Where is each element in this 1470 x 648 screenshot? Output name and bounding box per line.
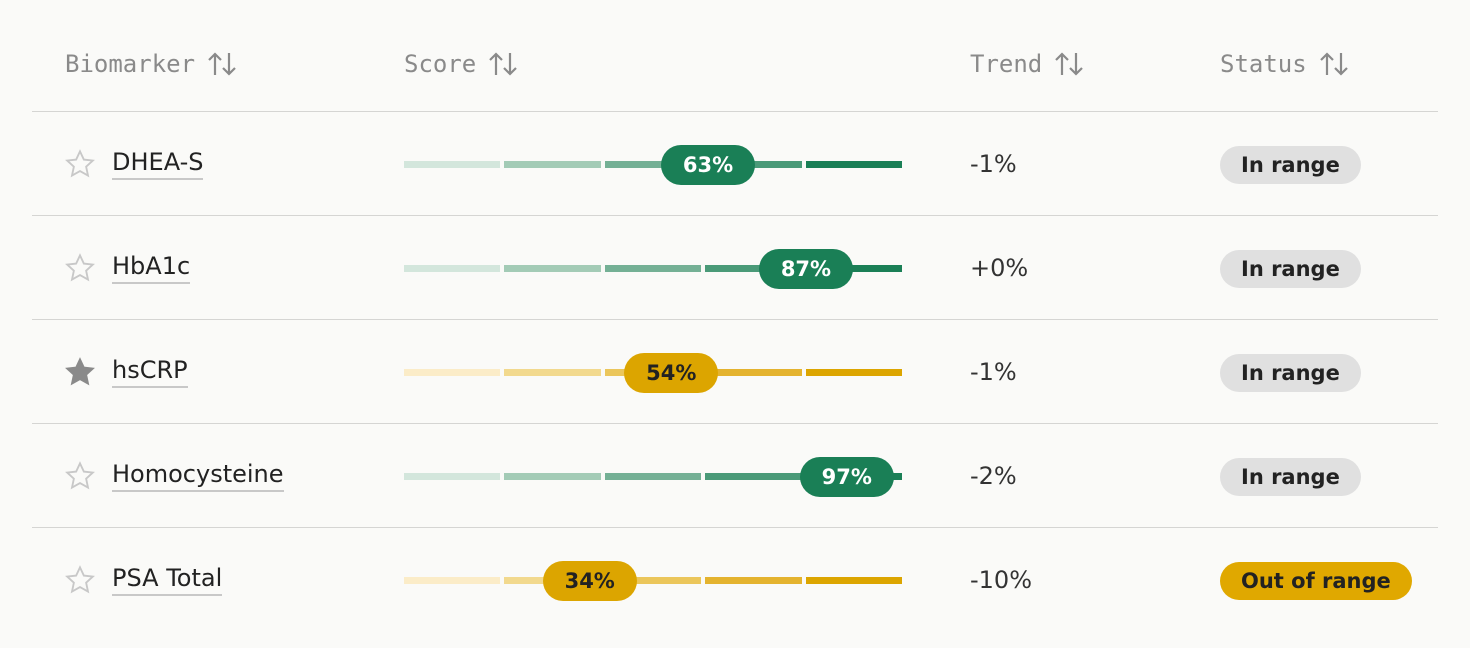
biomarker-name[interactable]: hsCRP: [112, 356, 188, 388]
score-pill: 34%: [542, 561, 637, 601]
trend-value: -1%: [970, 358, 1017, 386]
status-badge: Out of range: [1220, 562, 1412, 600]
header-text: Trend: [970, 50, 1043, 78]
score-bar-segment: [404, 473, 501, 480]
score-bar-segment: [705, 473, 802, 480]
score-bar-segment: [705, 265, 802, 272]
biomarker-name[interactable]: HbA1c: [112, 252, 191, 284]
score-pill: 63%: [661, 145, 756, 185]
status-badge: In range: [1220, 146, 1361, 184]
score-bar-segment: [705, 577, 802, 584]
column-header[interactable]: Biomarker: [65, 50, 237, 78]
sort-icon[interactable]: [207, 51, 237, 77]
header-text: Biomarker: [65, 50, 196, 78]
score-bar-segment: [404, 369, 501, 376]
score-bar-segment: [805, 369, 902, 376]
score-bar-segment: [504, 265, 601, 272]
score-bar-segment: [705, 369, 802, 376]
score-bar-segment: [404, 265, 501, 272]
score-bar-segment: [805, 161, 902, 168]
sort-icon[interactable]: [488, 51, 518, 77]
score-bar-segment: [504, 161, 601, 168]
header-divider: [32, 111, 1438, 112]
score-bar-segment: [604, 577, 702, 584]
status-badge: In range: [1220, 250, 1361, 288]
score-bar-segment: [604, 265, 702, 272]
row-divider: [32, 319, 1438, 320]
status-badge: In range: [1220, 458, 1361, 496]
sort-icon[interactable]: [1054, 51, 1084, 77]
biomarker-name[interactable]: PSA Total: [112, 564, 223, 596]
score-bar-segment: [604, 473, 702, 480]
score-bar-segment: [805, 577, 902, 584]
trend-value: -10%: [970, 566, 1033, 594]
column-header[interactable]: Status: [1220, 50, 1349, 78]
row-divider: [32, 527, 1438, 528]
score-bar-segment: [805, 265, 902, 272]
biomarker-name[interactable]: DHEA-S: [112, 148, 204, 180]
score-pill: 97%: [799, 457, 894, 497]
score-pill: 87%: [758, 249, 853, 289]
trend-value: +0%: [970, 254, 1029, 282]
score-bar-segment: [404, 577, 501, 584]
favorite-star[interactable]: [64, 252, 96, 284]
favorite-star[interactable]: [64, 148, 96, 180]
favorite-star[interactable]: [64, 564, 96, 596]
column-header[interactable]: Score: [404, 50, 518, 78]
row-divider: [32, 215, 1438, 216]
score-pill: 54%: [624, 353, 719, 393]
score-bar-segment: [504, 473, 601, 480]
status-badge: In range: [1220, 354, 1361, 392]
column-header[interactable]: Trend: [970, 50, 1084, 78]
score-bar-segment: [604, 161, 702, 168]
biomarker-name[interactable]: Homocysteine: [112, 460, 284, 492]
trend-value: -1%: [970, 150, 1017, 178]
trend-value: -2%: [970, 462, 1017, 490]
header-text: Status: [1220, 50, 1307, 78]
favorite-star[interactable]: [64, 460, 96, 492]
score-bar-segment: [404, 161, 501, 168]
header-text: Score: [404, 50, 477, 78]
sort-icon[interactable]: [1319, 51, 1349, 77]
favorite-star[interactable]: [64, 356, 96, 388]
row-divider: [32, 423, 1438, 424]
score-bar-segment: [504, 369, 601, 376]
